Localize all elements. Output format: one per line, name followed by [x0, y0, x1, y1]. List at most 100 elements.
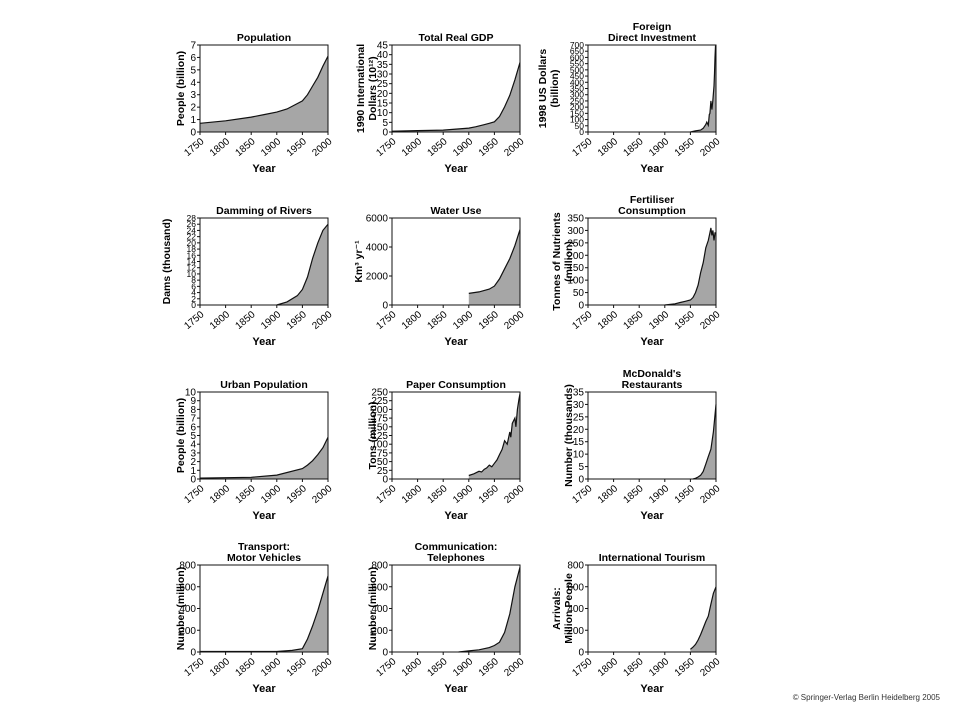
- y-tick-label: 5: [190, 65, 196, 76]
- x-tick-label: 1800: [596, 483, 620, 506]
- y-axis-title: People (billion): [175, 51, 187, 126]
- y-tick-label: 125: [371, 431, 388, 442]
- x-tick-label: 1750: [570, 656, 594, 679]
- plot-frame: [199, 564, 329, 653]
- y-tick-label: 650: [570, 46, 584, 56]
- y-tick-label: 18: [187, 244, 197, 254]
- y-tick-label: 8: [190, 405, 196, 416]
- y-tick-label: 400: [371, 604, 388, 615]
- x-axis-title: Year: [252, 510, 276, 522]
- x-tick-label: 1800: [208, 483, 232, 506]
- y-tick-label: 1: [190, 466, 196, 477]
- y-axis-title: Dollars (10¹²): [367, 56, 379, 120]
- x-tick-label: 1850: [234, 309, 258, 332]
- y-tick-label: 3: [190, 448, 196, 459]
- y-tick-label: 600: [371, 582, 388, 593]
- plot-frame: [391, 44, 521, 133]
- x-axis-title: Year: [252, 336, 276, 348]
- y-tick-label: 800: [371, 561, 388, 572]
- plot-frame: [391, 391, 521, 480]
- y-tick-label: 0: [190, 648, 196, 659]
- x-tick-label: 2000: [698, 656, 722, 679]
- x-tick-label: 1800: [400, 483, 424, 506]
- x-tick-label: 1850: [426, 309, 450, 332]
- series-line: [199, 436, 329, 479]
- y-tick-label: 600: [567, 582, 584, 593]
- chart-title: International Tourism: [599, 552, 706, 564]
- y-tick-label: 25: [377, 466, 389, 477]
- x-tick-label: 1750: [374, 656, 398, 679]
- x-tick-label: 1950: [285, 483, 309, 506]
- y-tick-label: 0: [191, 300, 196, 310]
- y-tick-label: 550: [570, 59, 584, 69]
- x-tick-label: 1850: [622, 309, 646, 332]
- x-tick-label: 1900: [647, 136, 671, 159]
- y-tick-label: 4: [191, 288, 196, 298]
- y-tick-label: 9: [190, 396, 196, 407]
- y-axis-title: 1998 US Dollars: [537, 49, 549, 129]
- x-tick-label: 1750: [374, 136, 398, 159]
- y-tick-label: 14: [187, 256, 197, 266]
- y-tick-label: 5: [578, 462, 584, 473]
- y-axis-title: Tons (million): [367, 401, 379, 469]
- y-axis-title: People (billion): [175, 398, 187, 473]
- x-axis-title: Year: [252, 163, 276, 175]
- x-tick-label: 1900: [647, 483, 671, 506]
- y-axis-title: Number (thousands): [563, 384, 575, 487]
- y-tick-label: 200: [570, 102, 584, 112]
- copyright-notice: © Springer-Verlag Berlin Heidelberg 2005: [792, 693, 940, 702]
- y-tick-label: 450: [570, 71, 584, 81]
- y-tick-label: 25: [377, 79, 389, 90]
- x-tick-label: 1750: [182, 656, 206, 679]
- y-tick-label: 400: [570, 77, 584, 87]
- x-tick-label: 1900: [259, 309, 283, 332]
- x-tick-label: 2000: [310, 309, 334, 332]
- chart-title: Transport:: [238, 541, 290, 553]
- chart-title: Damming of Rivers: [216, 205, 312, 217]
- x-tick-label: 1800: [208, 309, 232, 332]
- y-tick-label: 2: [190, 103, 196, 114]
- x-tick-label: 1900: [451, 483, 475, 506]
- chart-title: Population: [237, 32, 291, 44]
- plot-frame: [587, 217, 717, 306]
- y-axis-title: Million People: [563, 573, 575, 644]
- x-tick-label: 1750: [374, 483, 398, 506]
- x-tick-label: 1750: [182, 483, 206, 506]
- x-tick-label: 1950: [285, 136, 309, 159]
- y-tick-label: 10: [573, 450, 585, 461]
- y-axis-title: Km³ yr⁻¹: [353, 240, 365, 283]
- x-axis-title: Year: [640, 163, 664, 175]
- y-tick-label: 30: [377, 70, 389, 81]
- series-area: [392, 62, 520, 132]
- series-line: [276, 223, 329, 306]
- y-axis-title: 1990 International: [355, 44, 367, 133]
- x-axis-title: Year: [444, 510, 468, 522]
- y-tick-label: 200: [567, 251, 584, 262]
- series-line: [391, 62, 521, 132]
- x-axis-title: Year: [444, 683, 468, 695]
- y-tick-label: 0: [382, 648, 388, 659]
- x-tick-label: 2000: [502, 656, 526, 679]
- x-tick-label: 2000: [502, 483, 526, 506]
- y-tick-label: 250: [570, 96, 584, 106]
- x-tick-label: 1850: [622, 483, 646, 506]
- y-tick-label: 20: [377, 89, 389, 100]
- plot-frame: [587, 564, 717, 653]
- y-tick-label: 6: [190, 422, 196, 433]
- x-tick-label: 1950: [285, 309, 309, 332]
- chart-title: Urban Population: [220, 379, 308, 391]
- x-tick-label: 1950: [673, 136, 697, 159]
- x-tick-label: 1750: [374, 309, 398, 332]
- y-tick-label: 2000: [366, 272, 389, 283]
- x-tick-label: 1800: [208, 136, 232, 159]
- series-line: [200, 575, 329, 653]
- y-tick-label: 4: [190, 440, 196, 451]
